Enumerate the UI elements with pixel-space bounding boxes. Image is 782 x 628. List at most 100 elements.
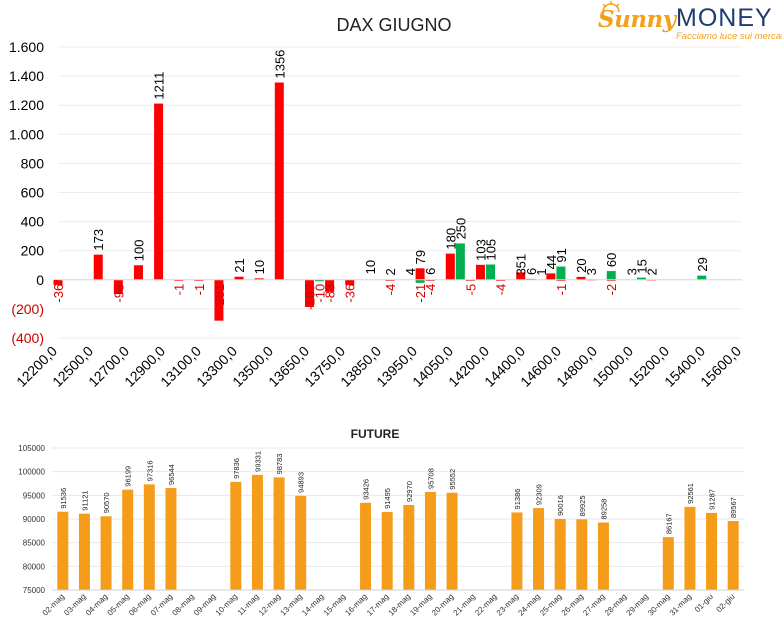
- future-x-tick-label: 02-mag: [41, 592, 67, 618]
- future-data-label: 96199: [124, 466, 133, 487]
- future-x-tick-label: 07-mag: [149, 592, 175, 618]
- dax-bar-red: [214, 279, 224, 321]
- future-x-tick-label: 23-mag: [495, 592, 521, 618]
- dax-x-tick-label: 15600,0: [697, 343, 744, 390]
- dax-bar-green: [455, 243, 465, 280]
- dax-data-label: 6: [524, 268, 539, 275]
- dax-bar-red: [113, 279, 123, 295]
- dax-data-label: 1: [534, 268, 549, 275]
- dax-bar-green: [636, 277, 646, 280]
- future-x-tick-label: 28-mag: [603, 592, 629, 618]
- dax-y-tick-label: 800: [21, 155, 45, 171]
- future-x-tick-label: 05-mag: [106, 592, 132, 618]
- future-bar: [727, 521, 739, 590]
- dax-data-label: -2: [604, 284, 619, 296]
- dax-bar-red: [274, 82, 284, 280]
- dax-data-label: -21: [413, 284, 428, 303]
- future-bar: [295, 495, 307, 590]
- future-bar: [662, 537, 674, 590]
- future-bar: [230, 481, 242, 590]
- future-data-label: 97316: [145, 461, 154, 482]
- dax-y-tick-label: 600: [21, 185, 45, 201]
- dax-data-label: -1: [192, 284, 207, 296]
- dax-data-label: 250: [453, 218, 468, 240]
- dax-bars: [53, 82, 707, 321]
- dax-data-label: 1356: [272, 50, 287, 79]
- logo-tagline: Facciamo luce sui mercati: [676, 31, 782, 42]
- future-y-tick-label: 80000: [23, 562, 46, 571]
- future-bar: [165, 488, 177, 590]
- future-data-label: 86167: [664, 513, 673, 534]
- dax-data-label: 21: [232, 258, 247, 272]
- future-x-tick-label: 26-mag: [560, 592, 586, 618]
- dax-data-label: 10: [363, 260, 378, 274]
- future-x-tick-label: 14-mag: [300, 592, 326, 618]
- dax-data-label: -5: [463, 284, 478, 296]
- future-data-label: 92561: [686, 483, 695, 504]
- dax-data-label: 10: [252, 260, 267, 274]
- future-x-tick-label: 13-mag: [279, 592, 305, 618]
- sun-icon: [602, 1, 620, 13]
- dax-data-label: -36: [343, 284, 358, 303]
- dax-data-label: 51: [514, 254, 529, 268]
- future-data-label: 91386: [513, 489, 522, 510]
- future-data-label: 96544: [167, 464, 176, 485]
- dax-y-tick-label: 1.400: [9, 68, 44, 84]
- dax-data-label: 3: [514, 268, 529, 275]
- dax-bar-green: [486, 264, 496, 280]
- future-y-tick-label: 95000: [23, 491, 46, 500]
- dax-chart-title: DAX GIUGNO: [336, 15, 451, 35]
- future-data-label: 90570: [102, 492, 111, 513]
- dax-data-label: 100: [131, 240, 146, 262]
- dax-data-label: 6: [423, 268, 438, 275]
- future-data-label: 89567: [729, 497, 738, 518]
- future-data-label: 98783: [275, 454, 284, 475]
- dax-data-label: -281: [212, 284, 227, 310]
- future-data-label: 95552: [448, 469, 457, 490]
- future-bar: [576, 519, 588, 590]
- future-data-label: 90016: [556, 495, 565, 516]
- dax-bar-green: [415, 279, 425, 283]
- future-bar: [122, 489, 134, 590]
- dax-data-label: 2: [644, 268, 659, 275]
- future-y-axis: 75000 80000 85000 90000 95000 100000 105000: [18, 444, 45, 595]
- future-x-tick-label: 30-mag: [646, 592, 672, 618]
- future-x-tick-label: 02-giu: [715, 592, 737, 614]
- dax-bar-red: [133, 265, 143, 280]
- dax-y-tick-label: (400): [11, 330, 44, 346]
- future-data-label: 89258: [599, 499, 608, 520]
- future-x-tick-label: 09-mag: [192, 592, 218, 618]
- future-bar: [143, 484, 155, 590]
- future-chart-title: FUTURE: [351, 427, 400, 441]
- dax-data-label: 20: [574, 258, 589, 272]
- dax-y-tick-label: 1.600: [9, 39, 44, 55]
- future-bar: [78, 513, 90, 590]
- future-bar: [554, 518, 566, 590]
- future-bar: [57, 511, 69, 590]
- dax-y-tick-label: 200: [21, 243, 45, 259]
- future-data-label: 92309: [535, 484, 544, 505]
- future-chart: FUTURE 75000 80000 85000 90000 95000 100000 10…: [18, 427, 744, 618]
- dax-bar-red: [576, 276, 586, 280]
- future-bar: [424, 491, 436, 590]
- future-data-label: 89925: [578, 495, 587, 516]
- future-x-tick-label: 29-mag: [625, 592, 651, 618]
- dax-gridlines: [58, 46, 742, 339]
- future-bar: [360, 502, 372, 590]
- future-bar: [533, 508, 545, 590]
- future-x-tick-label: 17-mag: [365, 592, 391, 618]
- dax-bar-green: [697, 275, 707, 280]
- future-x-tick-label: 16-mag: [343, 592, 369, 618]
- dax-data-label: -4: [494, 284, 509, 296]
- dax-y-tick-label: (200): [11, 301, 44, 317]
- future-bar: [403, 504, 415, 590]
- sunny-money-logo: Sunny MONEY Facciamo luce sui mercati: [598, 1, 782, 44]
- future-x-tick-label: 20-mag: [430, 592, 456, 618]
- dax-data-label: 29: [695, 257, 710, 271]
- dax-bar-red: [304, 279, 314, 308]
- future-y-tick-label: 85000: [23, 539, 46, 548]
- dax-data-label: -4: [383, 284, 398, 296]
- dax-y-tick-label: 0: [36, 272, 44, 288]
- dax-y-tick-label: 400: [21, 214, 45, 230]
- future-bar: [100, 516, 112, 590]
